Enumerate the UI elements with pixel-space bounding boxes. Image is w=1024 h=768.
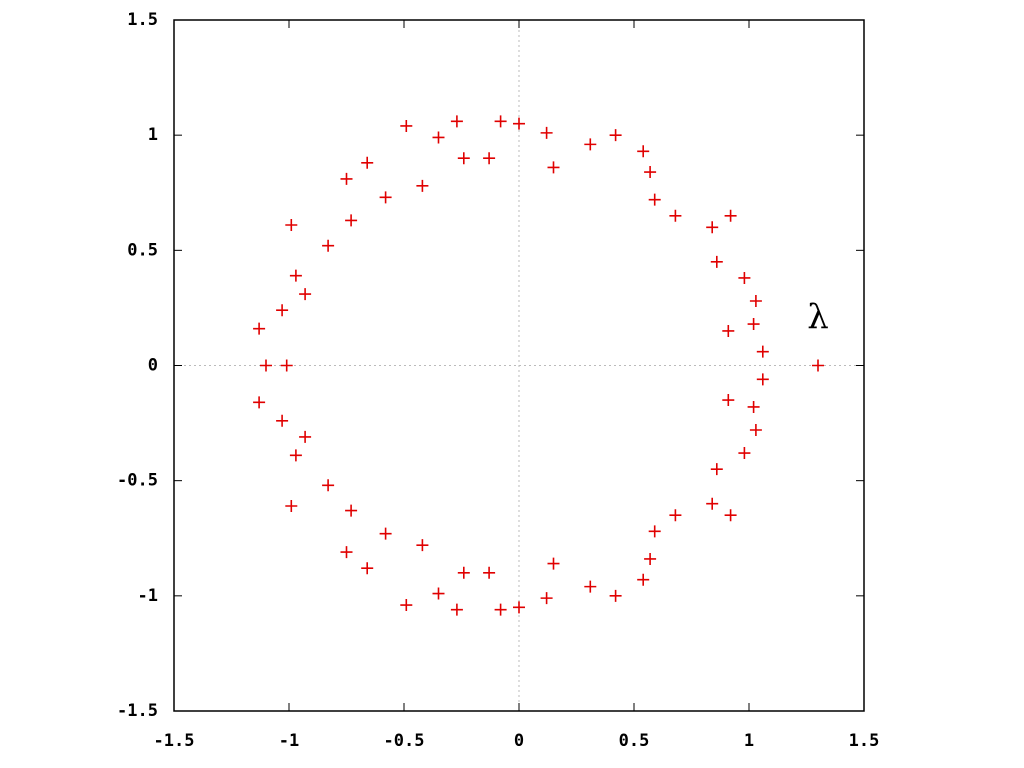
point <box>276 414 289 427</box>
y-tick-label: -1.5 <box>117 701 158 721</box>
point <box>706 221 719 234</box>
point <box>299 430 312 443</box>
point <box>584 138 597 151</box>
point <box>540 126 553 139</box>
point <box>340 172 353 185</box>
point <box>416 179 429 192</box>
x-tick-label: 0 <box>514 731 524 751</box>
point <box>706 497 719 510</box>
point <box>416 539 429 552</box>
point <box>260 359 272 372</box>
point <box>457 152 470 165</box>
point <box>513 117 525 130</box>
point <box>400 599 413 612</box>
point <box>812 359 824 372</box>
point <box>724 209 737 222</box>
point <box>540 592 553 605</box>
point <box>547 557 560 570</box>
point <box>457 566 470 579</box>
point <box>747 318 760 331</box>
point <box>749 295 762 308</box>
point <box>450 603 463 616</box>
point <box>722 324 735 337</box>
point <box>710 463 723 476</box>
x-tick-label: 0.5 <box>619 731 650 751</box>
point <box>379 191 392 204</box>
point <box>644 166 657 179</box>
point <box>361 562 374 575</box>
point <box>669 209 682 222</box>
point <box>432 587 445 600</box>
point <box>299 288 312 301</box>
y-tick-label: 1.5 <box>127 10 158 30</box>
point <box>669 509 682 522</box>
point <box>322 479 335 492</box>
point <box>494 115 507 128</box>
point <box>276 304 289 317</box>
point <box>253 322 266 335</box>
point <box>738 447 751 460</box>
point <box>609 589 622 602</box>
point <box>285 500 298 513</box>
y-tick-label: 0 <box>148 356 158 376</box>
point <box>289 449 302 462</box>
y-tick-label: 0.5 <box>127 240 158 260</box>
y-tick-label: 1 <box>148 125 158 145</box>
point <box>280 359 293 372</box>
point <box>738 271 751 284</box>
point <box>648 525 661 538</box>
point <box>432 131 445 144</box>
point <box>747 400 760 413</box>
point <box>756 373 769 386</box>
point <box>494 603 507 616</box>
point <box>584 580 597 593</box>
y-tick-label: -1 <box>138 586 158 606</box>
point <box>345 504 358 517</box>
point <box>547 161 560 174</box>
y-tick-label: -0.5 <box>117 471 158 491</box>
x-tick-label: 1 <box>744 731 754 751</box>
x-tick-label: -1.5 <box>154 731 195 751</box>
point <box>483 152 496 165</box>
point <box>637 573 650 586</box>
point <box>285 218 298 231</box>
point <box>609 129 622 142</box>
annotation: λ <box>807 297 829 337</box>
point <box>400 119 413 132</box>
point <box>513 601 525 614</box>
x-tick-label: -0.5 <box>384 731 425 751</box>
point <box>644 552 657 565</box>
point <box>710 255 723 268</box>
point <box>253 396 266 409</box>
point <box>483 566 496 579</box>
point <box>648 193 661 206</box>
x-tick-label: 1.5 <box>849 731 880 751</box>
point <box>289 269 302 282</box>
point <box>722 394 735 407</box>
point <box>379 527 392 540</box>
point <box>637 145 650 158</box>
point <box>724 509 737 522</box>
point <box>749 423 762 436</box>
x-tick-label: -1 <box>279 731 299 751</box>
point <box>756 345 769 358</box>
point <box>322 239 335 252</box>
point <box>361 156 374 169</box>
point <box>345 214 358 227</box>
point <box>450 115 463 128</box>
point <box>340 546 353 559</box>
